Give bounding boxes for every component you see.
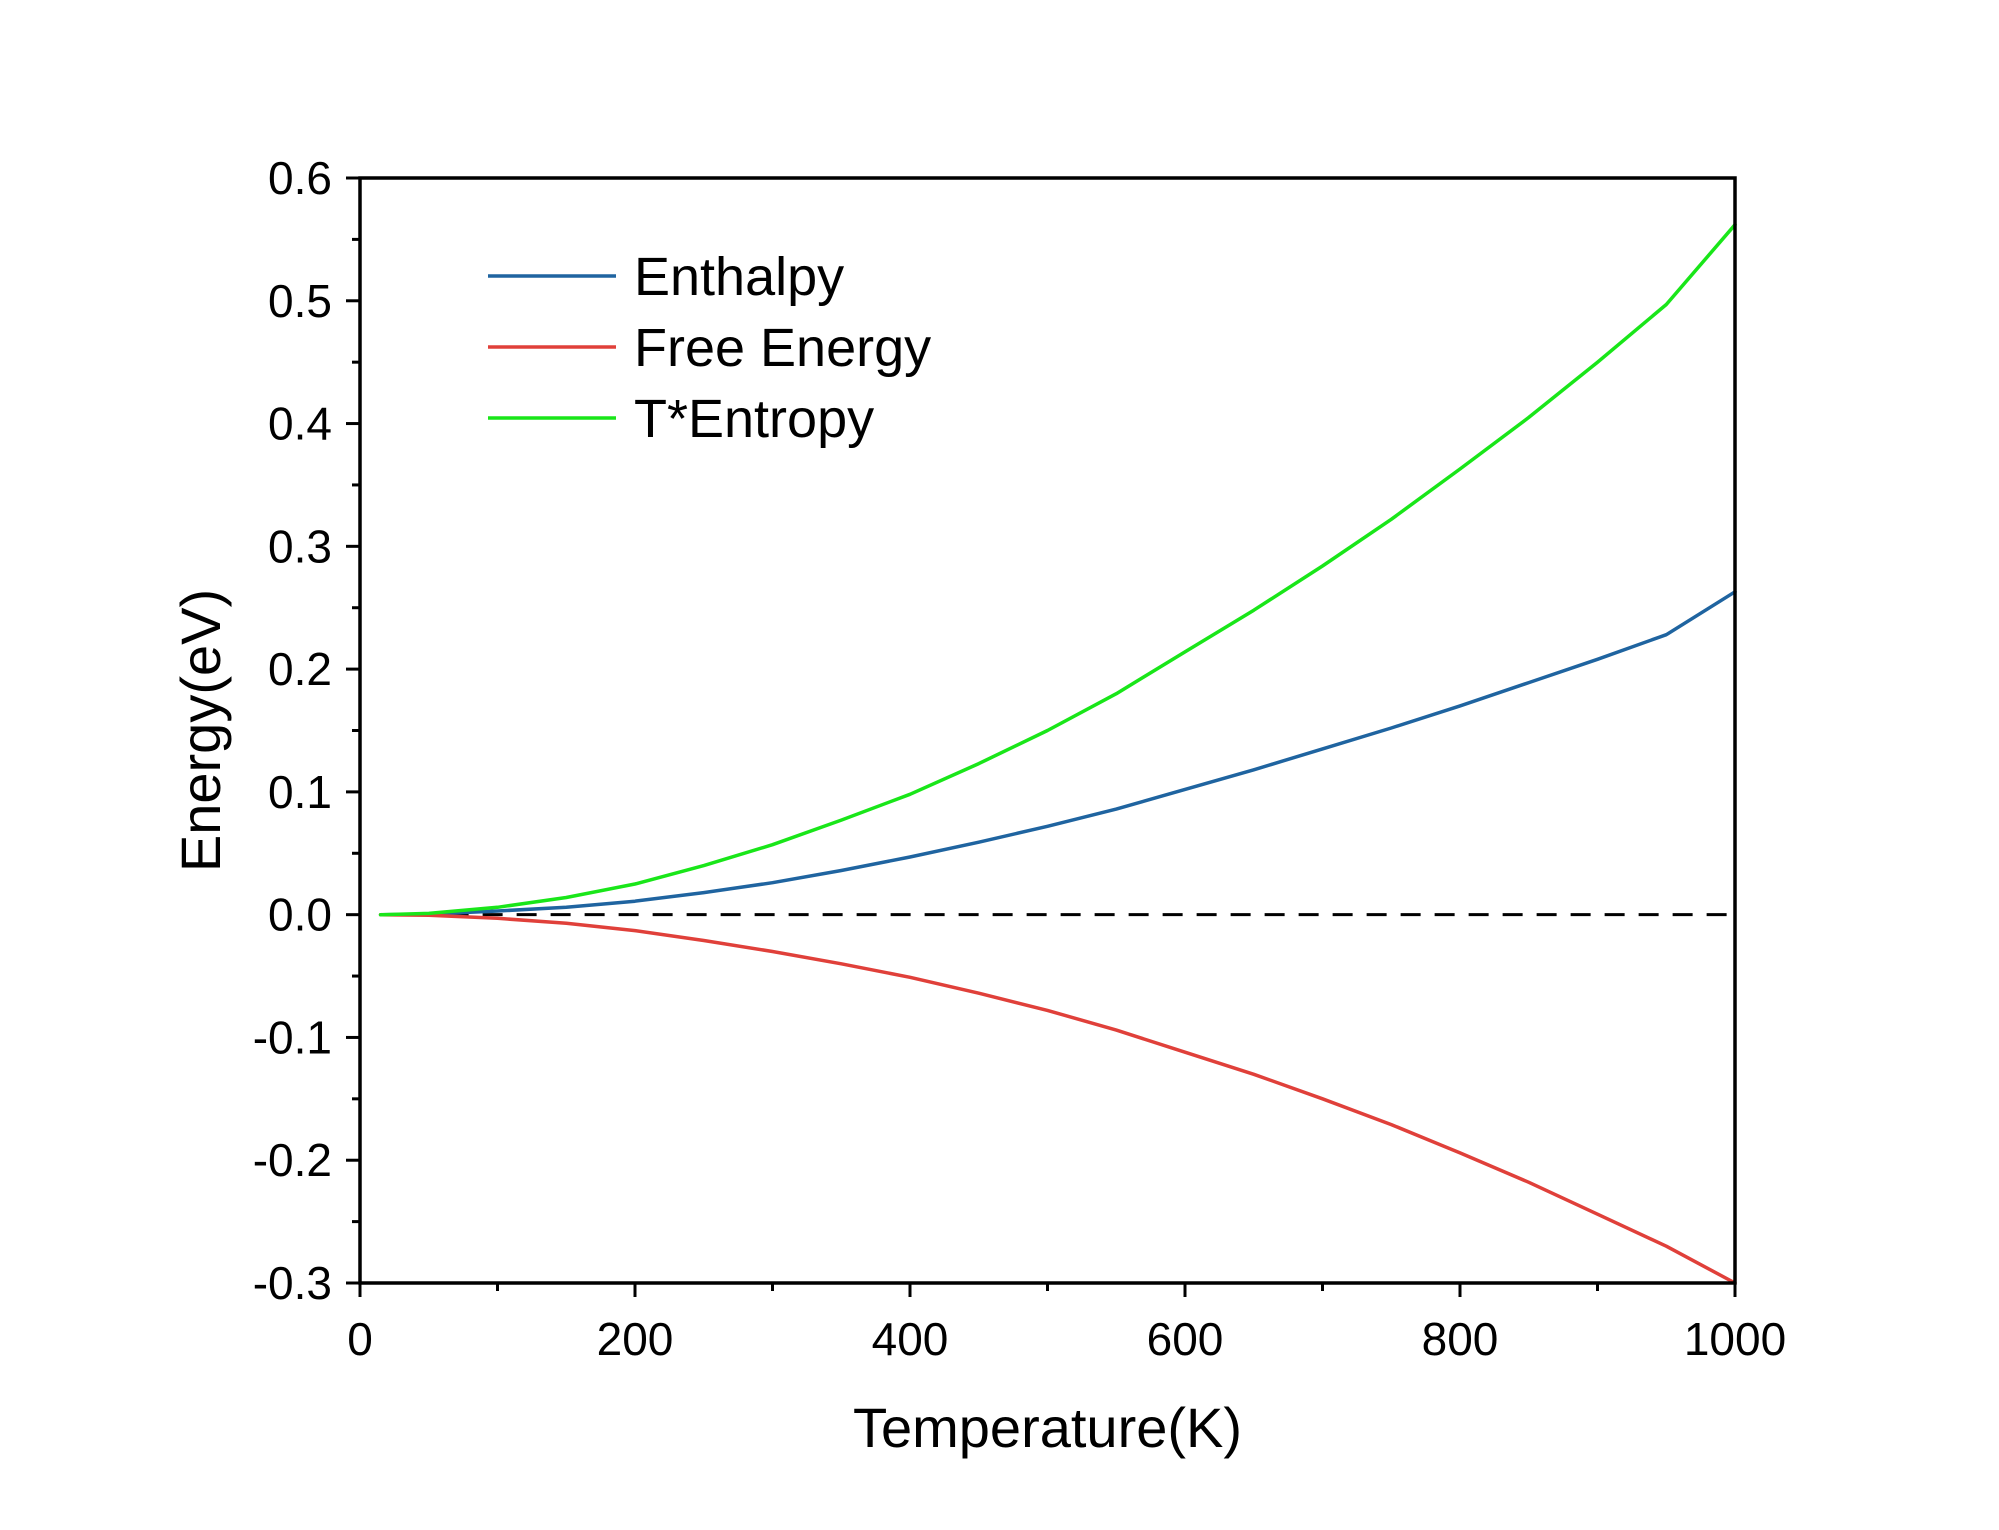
x-tick-label: 1000 (1684, 1313, 1786, 1365)
axes-layer: 0 200 400 600 800 1000 -0.3 -0.2 -0.1 0.0 0.1 0.2 0.… (253, 152, 1786, 1365)
series-line-enthalpy (378, 590, 1737, 917)
legend: Enthalpy Free Energy T*Entropy (488, 247, 931, 449)
series-line-free-energy (378, 912, 1737, 1285)
x-axis-title: Temperature(K) (853, 1396, 1242, 1459)
y-tick-label: 0.3 (268, 520, 332, 572)
y-tick-label: 0.0 (268, 889, 332, 941)
series-line-t-entropy (378, 222, 1737, 917)
x-tick-label: 400 (872, 1313, 949, 1365)
y-tick-label: 0.4 (268, 398, 332, 450)
y-tick-label: -0.3 (253, 1257, 332, 1309)
x-tick-label: 800 (1422, 1313, 1499, 1365)
legend-label-free-energy: Free Energy (634, 318, 931, 378)
y-tick-label: -0.1 (253, 1011, 332, 1063)
y-tick-label: 0.2 (268, 643, 332, 695)
y-tick-label: 0.6 (268, 152, 332, 204)
y-axis-title: Energy(eV) (169, 589, 232, 872)
legend-label-enthalpy: Enthalpy (634, 247, 844, 307)
y-tick-label: -0.2 (253, 1134, 332, 1186)
x-tick-label: 600 (1147, 1313, 1224, 1365)
y-tick-label: 0.5 (268, 275, 332, 327)
x-tick-label: 200 (597, 1313, 674, 1365)
y-tick-label: 0.1 (268, 766, 332, 818)
x-tick-label: 0 (347, 1313, 373, 1365)
legend-label-t-entropy: T*Entropy (634, 389, 874, 449)
plot-layer (378, 222, 1737, 1285)
